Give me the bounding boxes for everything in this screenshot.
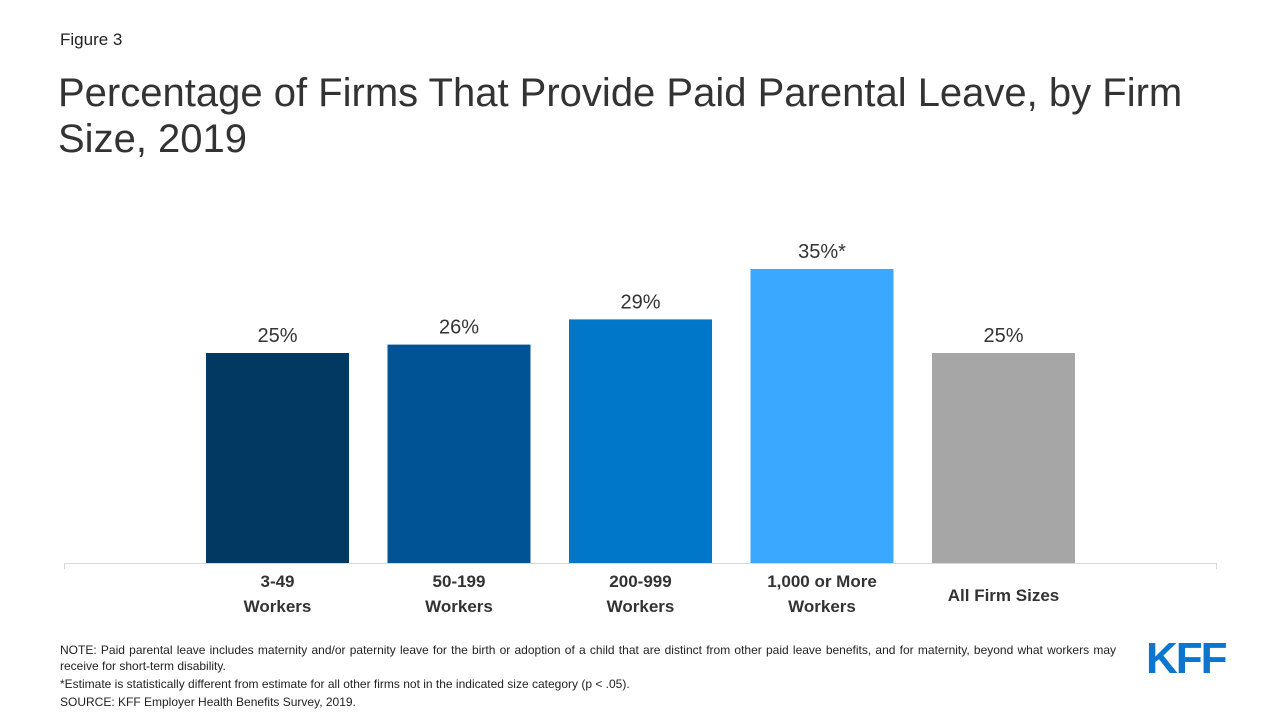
chart-title: Percentage of Firms That Provide Paid Pa… [58,71,1183,161]
category-label-2-0: 200-999 [609,572,671,591]
data-label-1: 26% [439,317,479,339]
source-text: SOURCE: KFF Employer Health Benefits Sur… [60,695,356,709]
bar-2 [569,319,712,563]
bar-4 [932,353,1075,563]
footnotes: NOTE: Paid parental leave includes mater… [60,642,1116,712]
category-label-0-1: Workers [244,597,312,616]
bar-1 [387,344,531,563]
category-label-1-0: 50-199 [433,572,486,591]
category-label-0-0: 3-49 [260,572,294,591]
kff-logo: KFF [1146,634,1228,683]
category-label-1-1: Workers [425,597,493,616]
category-label-3-1: Workers [788,597,856,616]
category-label-3-0: 1,000 or More [767,572,877,591]
bar-chart: 25% 3-49 Workers 26% 50-199 Workers 29% 200-999… [64,241,1217,616]
asterisk-note: *Estimate is statistically different fro… [60,677,630,691]
category-label-2-1: Workers [607,597,675,616]
bar-3 [750,269,894,563]
data-label-2: 29% [620,291,660,313]
bar-0 [206,353,349,563]
note-text: NOTE: Paid parental leave includes mater… [60,643,1116,673]
figure-label: Figure 3 [60,30,123,49]
data-label-0: 25% [257,325,297,347]
data-label-4: 25% [983,325,1023,347]
category-label-4-0: All Firm Sizes [948,586,1059,605]
data-label-3: 35%* [798,241,846,263]
